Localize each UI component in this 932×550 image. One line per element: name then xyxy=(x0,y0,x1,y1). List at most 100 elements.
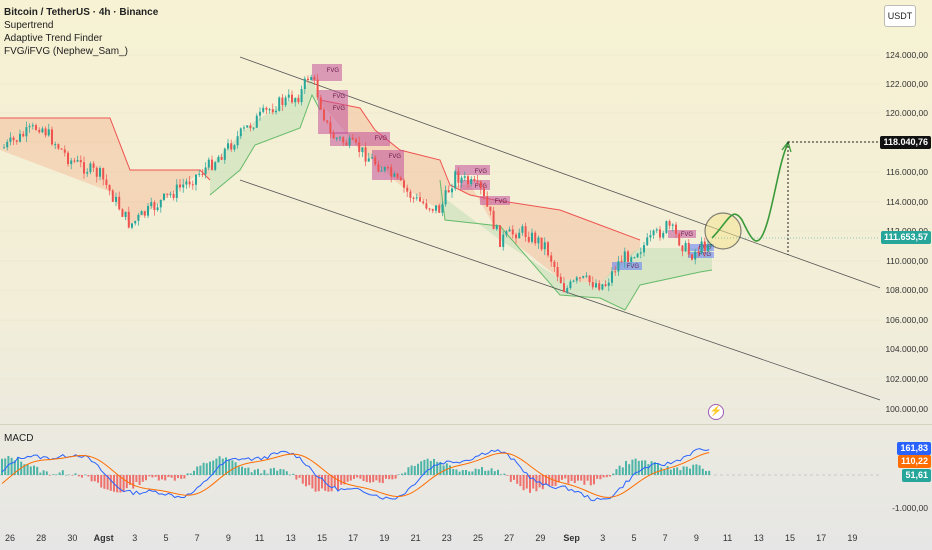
indicator-supertrend[interactable]: Supertrend xyxy=(4,20,54,31)
macd-title[interactable]: MACD xyxy=(4,433,34,444)
macd-histogram-bar xyxy=(266,473,269,475)
candle-body xyxy=(399,177,402,181)
price-tick-label: 122.000,00 xyxy=(885,79,928,89)
candle-body xyxy=(684,242,687,252)
macd-histogram-bar xyxy=(141,475,144,482)
candle-body xyxy=(83,162,85,174)
time-tick-label: 3 xyxy=(132,533,138,543)
macd-histogram-bar xyxy=(330,475,333,492)
macd-histogram-bar xyxy=(602,475,605,478)
candle-body xyxy=(659,229,661,238)
macd-histogram-bar xyxy=(490,468,493,475)
candle-body xyxy=(35,125,37,130)
candle-body xyxy=(547,242,549,256)
candle-body xyxy=(99,168,101,177)
macd-histogram-bar xyxy=(455,469,458,475)
candle-body xyxy=(374,157,377,165)
candle-body xyxy=(415,197,418,199)
macd-histogram-bar xyxy=(138,475,141,485)
fvg-box xyxy=(372,150,404,180)
macd-histogram-bar xyxy=(561,475,563,480)
candle-body xyxy=(147,206,149,216)
time-tick-label: 19 xyxy=(379,533,390,543)
breakout-circle xyxy=(704,212,742,250)
macd-histogram-bar xyxy=(433,458,435,475)
macd-histogram-bar xyxy=(385,475,387,479)
candle-body xyxy=(300,89,303,103)
candle-body xyxy=(57,144,60,149)
macd-histogram-bar xyxy=(449,465,451,475)
indicator-trend-finder[interactable]: Adaptive Trend Finder xyxy=(4,33,103,44)
time-tick-label: 17 xyxy=(348,533,359,543)
candle-body xyxy=(671,224,674,226)
indicator-fvg[interactable]: FVG/iFVG (Nephew_Sam_) xyxy=(4,46,128,57)
candle-body xyxy=(412,197,415,199)
price-tick-label: 114.000,00 xyxy=(886,197,928,207)
macd-histogram-bar xyxy=(167,475,170,478)
candle-body xyxy=(54,144,57,146)
candle-body xyxy=(601,284,604,290)
currency-badge[interactable]: USDT xyxy=(884,5,916,27)
macd-histogram-bar xyxy=(468,471,471,475)
macd-histogram-bar xyxy=(273,467,275,475)
fvg-box xyxy=(455,165,490,175)
macd-histogram-bar xyxy=(353,475,355,479)
supertrend-down-line xyxy=(319,99,641,241)
candle-body xyxy=(259,111,261,116)
candle-body xyxy=(444,190,447,205)
macd-histogram-bar xyxy=(10,457,13,475)
time-tick-label: 30 xyxy=(67,533,78,543)
candle-body xyxy=(239,128,242,137)
candle-body xyxy=(329,122,332,134)
candle-body xyxy=(502,234,505,247)
candle-body xyxy=(595,283,597,288)
macd-histogram-bar xyxy=(359,475,362,479)
candle-body xyxy=(457,171,460,183)
macd-histogram-bar xyxy=(55,474,58,475)
pane-divider[interactable] xyxy=(0,424,932,425)
price-tick-label: 116.000,00 xyxy=(886,167,928,177)
candle-body xyxy=(351,137,354,140)
time-tick-label: 26 xyxy=(4,533,16,543)
candle-body xyxy=(335,137,338,139)
candle-body xyxy=(22,133,25,137)
macd-histogram-bar xyxy=(97,475,99,483)
macd-histogram-bar xyxy=(279,468,282,475)
price-tick-label: 124.000,00 xyxy=(885,50,928,60)
candle-body xyxy=(499,225,501,247)
macd-value-label: 51,61 xyxy=(902,469,931,482)
macd-histogram-bar xyxy=(148,475,151,477)
time-tick-label: 7 xyxy=(194,533,200,543)
macd-histogram-bar xyxy=(618,465,621,475)
candle-body xyxy=(105,179,108,186)
macd-histogram-bar xyxy=(151,475,154,478)
macd-pane[interactable] xyxy=(0,425,880,525)
candle-body xyxy=(297,98,300,103)
macd-histogram-bar xyxy=(599,475,602,480)
candle-body xyxy=(425,203,428,209)
macd-histogram-bar xyxy=(209,461,211,475)
macd-histogram-bar xyxy=(308,475,311,486)
macd-histogram-bar xyxy=(388,475,391,480)
candle-body xyxy=(345,142,348,146)
candle-body xyxy=(460,177,463,183)
candle-body xyxy=(67,152,69,165)
candle-body xyxy=(25,127,28,137)
macd-histogram-bar xyxy=(493,471,496,475)
lightning-icon[interactable]: ⚡ xyxy=(708,404,724,420)
macd-histogram-bar xyxy=(365,475,368,482)
macd-histogram-bar xyxy=(77,475,80,477)
symbol-title[interactable]: Bitcoin / TetherUS · 4h · Binance xyxy=(4,7,159,18)
macd-histogram-bar xyxy=(61,470,64,475)
macd-histogram-bar xyxy=(103,475,106,489)
candle-body xyxy=(447,190,450,193)
candle-body xyxy=(678,233,681,246)
candle-body xyxy=(387,167,389,169)
time-tick-label: 9 xyxy=(225,533,231,543)
candle-body xyxy=(303,78,306,90)
candle-body xyxy=(662,232,665,238)
macd-histogram-bar xyxy=(522,475,525,491)
price-pane[interactable]: FVGFVGFVGFVGFVGFVGFVGFVGFVGFVGFVGFVG xyxy=(0,0,880,424)
candle-body xyxy=(127,211,130,228)
